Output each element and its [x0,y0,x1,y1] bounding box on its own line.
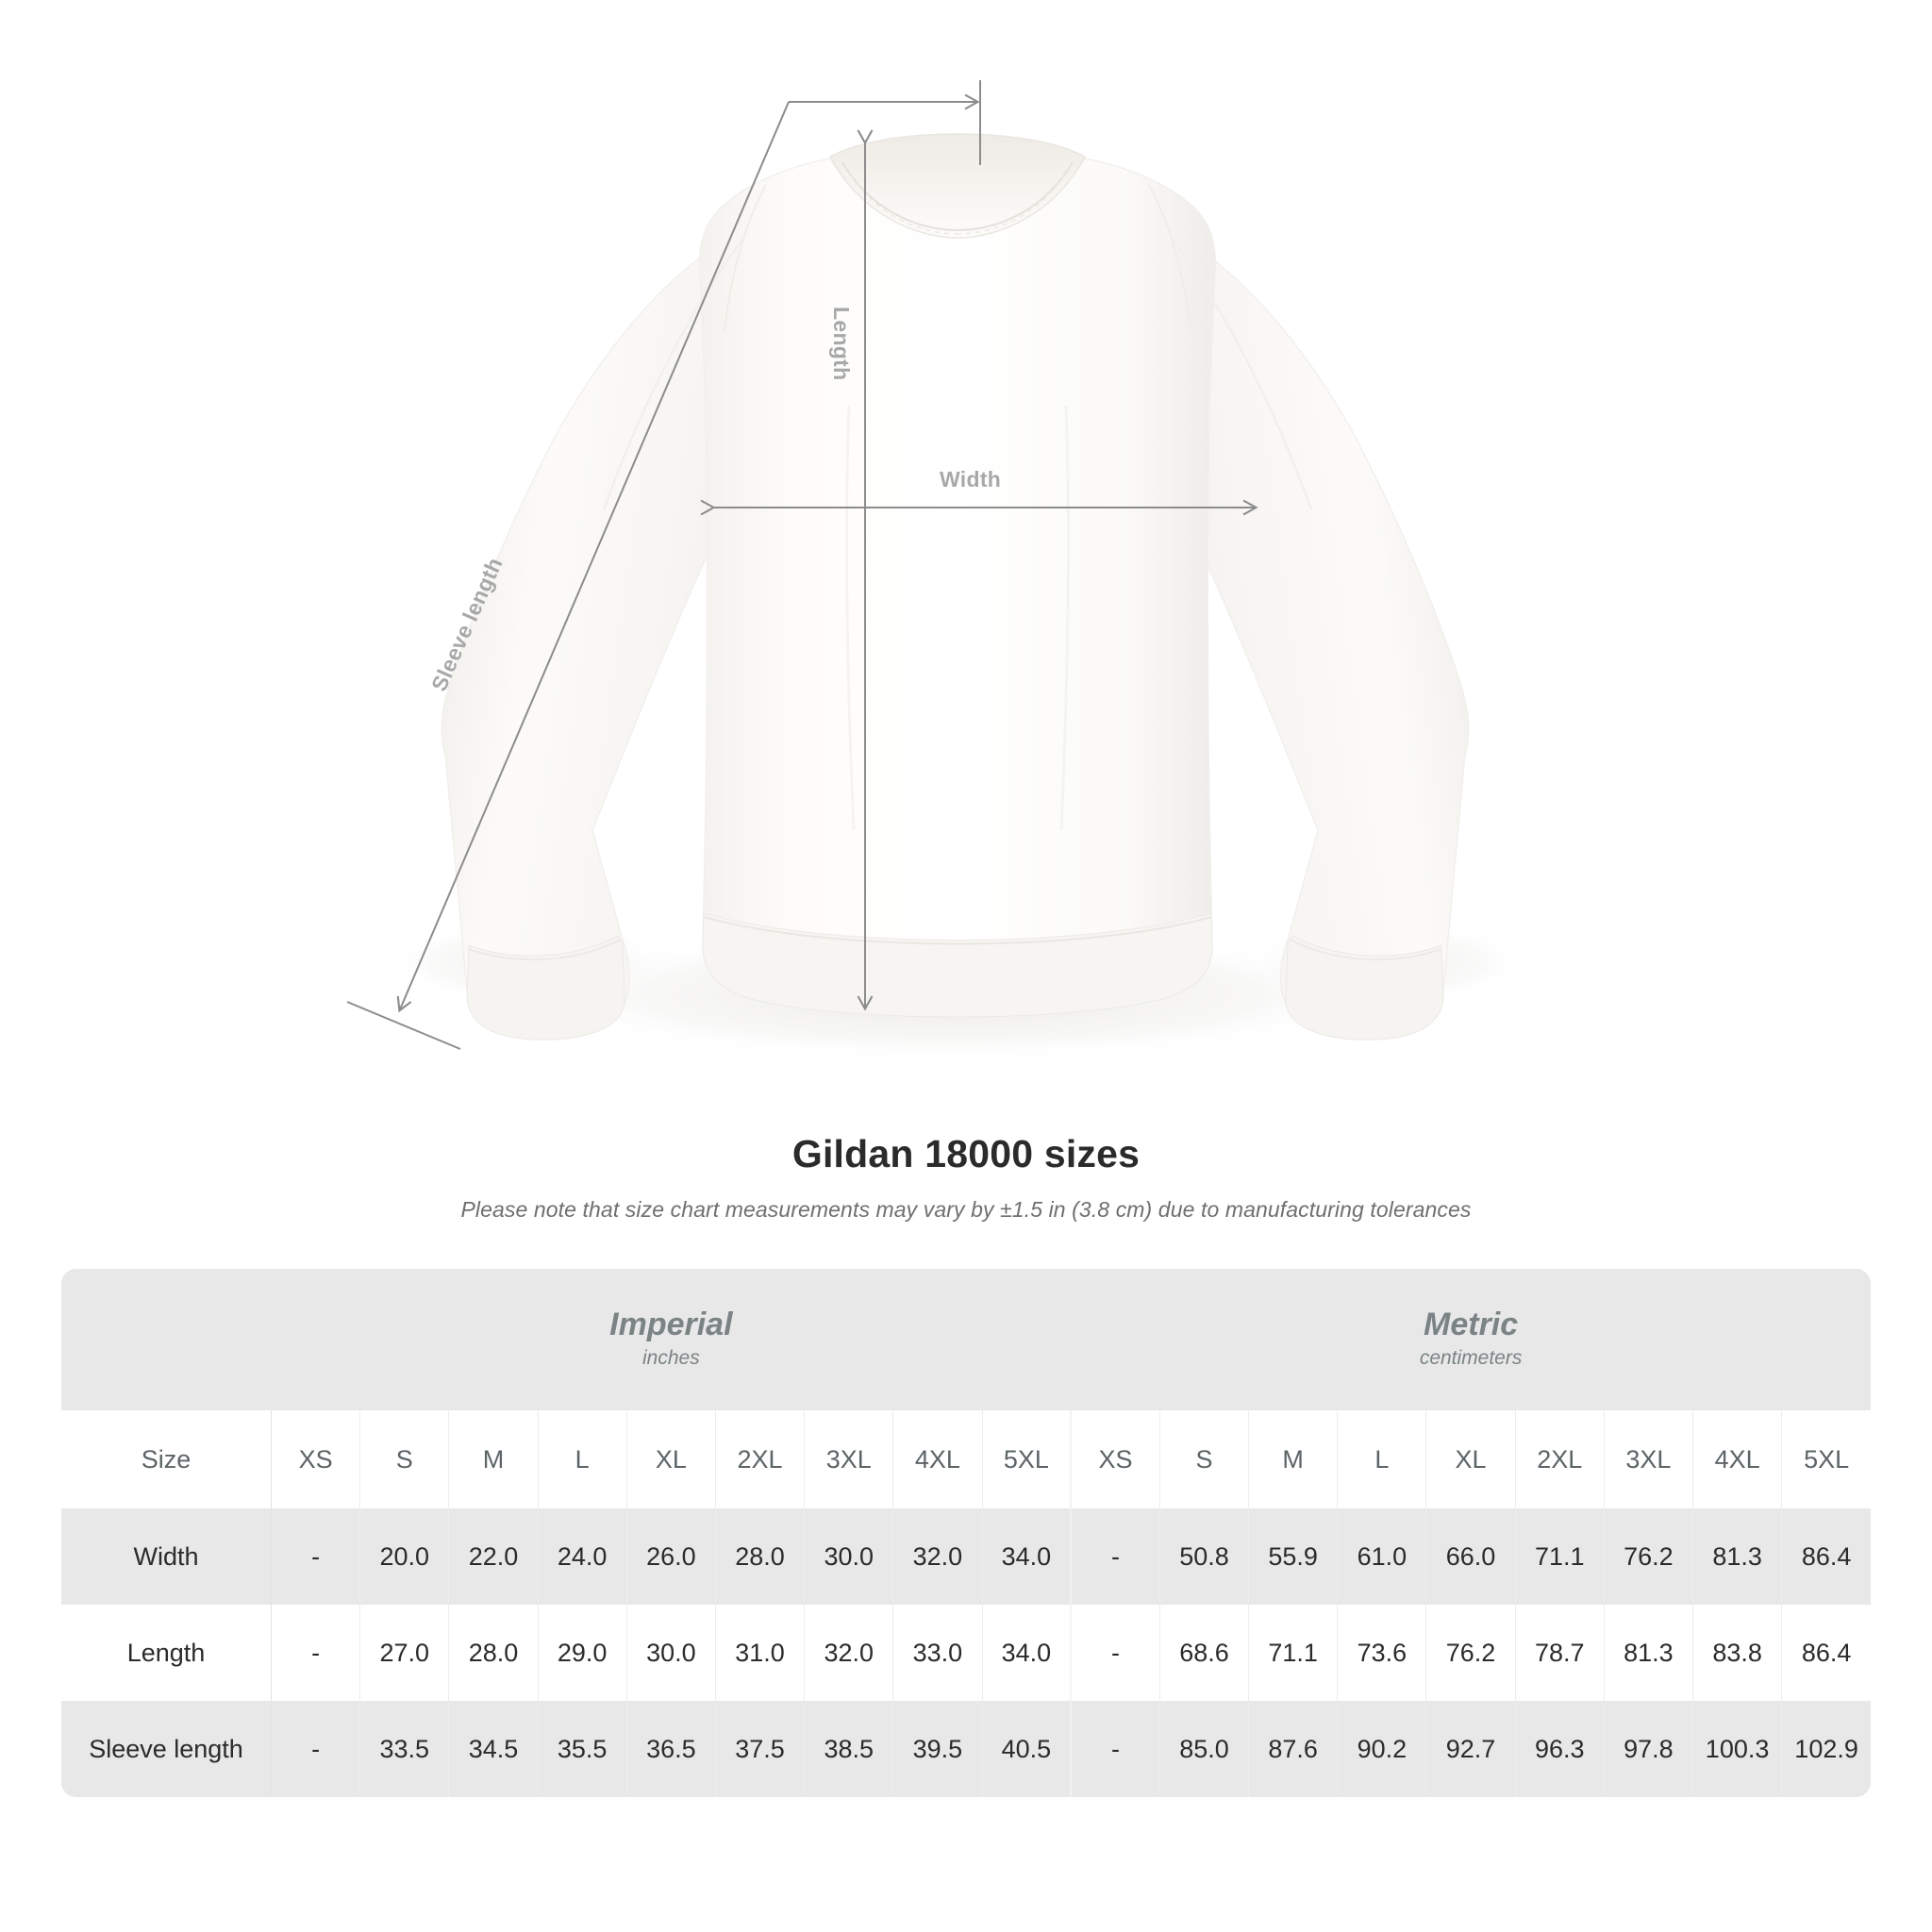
size-header-metric-l: L [1337,1410,1427,1508]
cell-imperial: 35.5 [538,1701,627,1797]
size-header-imperial-xs: XS [271,1410,361,1508]
cell-imperial: 27.0 [359,1605,450,1701]
cell-imperial: 20.0 [359,1508,450,1605]
cell-metric: 96.3 [1515,1701,1605,1797]
imperial-unit-header: Imperial inches [271,1269,1072,1410]
cell-imperial: 28.0 [715,1508,806,1605]
size-header-imperial-s: S [359,1410,450,1508]
cell-metric: 66.0 [1425,1508,1516,1605]
size-header-imperial-2xl: 2XL [715,1410,806,1508]
cell-imperial: 31.0 [715,1605,806,1701]
unit-banner-row: Imperial inches Metric centimeters [61,1269,1871,1410]
imperial-unit-sub: inches [641,1346,700,1369]
cell-metric: 81.3 [1604,1605,1694,1701]
cell-imperial: 38.5 [804,1701,894,1797]
cell-metric: 71.1 [1248,1605,1339,1701]
cell-metric: 85.0 [1159,1701,1250,1797]
cell-metric: 76.2 [1425,1605,1516,1701]
cell-imperial: 30.0 [626,1605,716,1701]
title-block: Gildan 18000 sizes Please note that size… [0,1132,1932,1223]
size-header-metric-m: M [1248,1410,1339,1508]
table-row: Sleeve length -33.5 34.5 35.5 36.5 37.5 38.5 39… [61,1701,1871,1797]
cell-metric: 87.6 [1248,1701,1339,1797]
cell-imperial: 26.0 [626,1508,716,1605]
cell-metric: 50.8 [1159,1508,1250,1605]
metric-unit-sub: centimeters [1419,1346,1523,1369]
cell-imperial: 32.0 [892,1508,983,1605]
length-measure-label: Length [829,307,854,381]
cell-imperial: 22.0 [448,1508,539,1605]
cell-metric: 100.3 [1692,1701,1783,1797]
garment-illustration: Length Width Sleeve length [346,80,1528,1061]
tolerance-note: Please note that size chart measurements… [460,1197,1472,1222]
cell-metric: 102.9 [1781,1701,1871,1797]
cell-metric: 86.4 [1781,1605,1871,1701]
cell-metric: 92.7 [1425,1701,1516,1797]
cell-imperial: 33.0 [892,1605,983,1701]
size-header-imperial-l: L [538,1410,627,1508]
cell-metric: 97.8 [1604,1701,1694,1797]
row-label-length: Length [61,1605,272,1701]
table-row: Width -20.0 22.0 24.0 26.0 28.0 30.0 32.0 34.0-5… [61,1508,1871,1605]
page-title: Gildan 18000 sizes [791,1132,1141,1175]
cell-imperial: 39.5 [892,1701,983,1797]
cell-imperial: 34.0 [982,1508,1072,1605]
cell-metric: 81.3 [1692,1508,1783,1605]
size-header-row: Size XS S M L XL 2XL 3XL 4XL 5XL XS S M L XL 2XL 3XL 4XL 5… [61,1410,1871,1508]
cell-imperial: 34.5 [448,1701,539,1797]
sleeve-length-measure-line [346,80,981,1050]
metric-unit-header: Metric centimeters [1071,1269,1871,1410]
cell-metric: 90.2 [1337,1701,1427,1797]
size-header-imperial-5xl: 5XL [982,1410,1072,1508]
cell-imperial: 29.0 [538,1605,627,1701]
cell-imperial: 32.0 [804,1605,894,1701]
cell-imperial: 36.5 [626,1701,716,1797]
size-header-imperial-xl: XL [626,1410,716,1508]
cell-metric: 68.6 [1159,1605,1250,1701]
cell-imperial: 37.5 [715,1701,806,1797]
cell-imperial: - [271,1605,361,1701]
cell-imperial: 30.0 [804,1508,894,1605]
unit-banner-spacer [61,1269,272,1410]
cell-imperial: 24.0 [538,1508,627,1605]
size-header-imperial-3xl: 3XL [804,1410,894,1508]
size-chart-table: Imperial inches Metric centimeters Size X… [61,1269,1871,1797]
row-label-width: Width [61,1508,272,1605]
cell-metric: - [1070,1701,1160,1797]
cell-metric: 71.1 [1515,1508,1605,1605]
cell-imperial: 34.0 [982,1605,1072,1701]
table-row: Length -27.0 28.0 29.0 30.0 31.0 32.0 33.0 34.0-… [61,1605,1871,1701]
row-label-sleeve-length: Sleeve length [61,1701,272,1797]
size-header-metric-xs: XS [1070,1410,1160,1508]
imperial-unit-name: Imperial [609,1306,733,1342]
size-column-header: Size [61,1410,272,1508]
cell-imperial: 33.5 [359,1701,450,1797]
size-header-imperial-m: M [448,1410,539,1508]
cell-imperial: 40.5 [982,1701,1072,1797]
cell-metric: 78.7 [1515,1605,1605,1701]
cell-metric: 86.4 [1781,1508,1871,1605]
size-header-metric-4xl: 4XL [1692,1410,1783,1508]
size-header-metric-3xl: 3XL [1604,1410,1694,1508]
cell-imperial: - [271,1701,361,1797]
cell-imperial: 28.0 [448,1605,539,1701]
sweatshirt-diagram [346,80,1528,1061]
size-header-metric-5xl: 5XL [1781,1410,1871,1508]
cell-metric: 61.0 [1337,1508,1427,1605]
size-header-metric-2xl: 2XL [1515,1410,1605,1508]
size-header-imperial-4xl: 4XL [892,1410,983,1508]
size-header-metric-xl: XL [1425,1410,1516,1508]
cell-metric: 55.9 [1248,1508,1339,1605]
cell-metric: - [1070,1605,1160,1701]
cell-metric: 76.2 [1604,1508,1694,1605]
cell-imperial: - [271,1508,361,1605]
cell-metric: 73.6 [1337,1605,1427,1701]
cell-metric: - [1070,1508,1160,1605]
size-header-metric-s: S [1159,1410,1250,1508]
metric-unit-name: Metric [1424,1306,1519,1342]
size-chart-table-wrapper: Imperial inches Metric centimeters Size X… [61,1269,1871,1797]
cell-metric: 83.8 [1692,1605,1783,1701]
width-measure-label: Width [940,467,1002,491]
